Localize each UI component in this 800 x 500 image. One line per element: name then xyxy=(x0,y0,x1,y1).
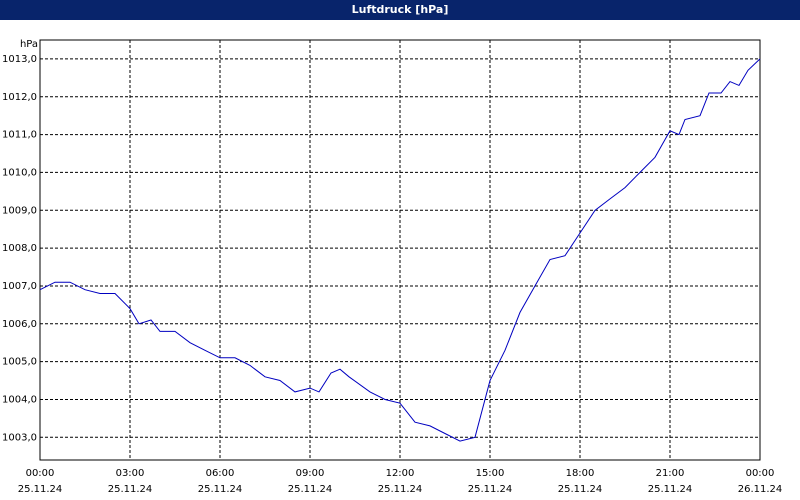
x-tick-date: 25.11.24 xyxy=(648,484,693,495)
x-tick-label: 03:00 xyxy=(116,468,145,479)
chart: hPa 1003,0 1004,0 1005,0 1006,0 1007,0 1008,0… xyxy=(2,39,783,495)
y-tick-label: 1011,0 xyxy=(2,130,37,141)
x-tick-date: 26.11.24 xyxy=(738,484,783,495)
y-tick-label: 1012,0 xyxy=(2,92,37,103)
x-tick-date: 25.11.24 xyxy=(18,484,63,495)
y-tick-label: 1013,0 xyxy=(2,54,37,65)
x-tick-date: 25.11.24 xyxy=(288,484,333,495)
y-tick-label: 1006,0 xyxy=(2,319,37,330)
y-tick-label: 1007,0 xyxy=(2,281,37,292)
x-tick-date: 25.11.24 xyxy=(108,484,153,495)
x-tick-label: 09:00 xyxy=(296,468,325,479)
x-tick-label: 00:00 xyxy=(746,468,775,479)
x-tick-label: 18:00 xyxy=(566,468,595,479)
x-tick-date: 25.11.24 xyxy=(468,484,513,495)
y-unit: hPa xyxy=(20,39,38,50)
x-tick-label: 15:00 xyxy=(476,468,505,479)
y-tick-label: 1009,0 xyxy=(2,205,37,216)
x-tick-date: 25.11.24 xyxy=(198,484,243,495)
x-tick-label: 21:00 xyxy=(656,468,685,479)
title-bar: Luftdruck [hPa] xyxy=(0,0,800,20)
x-tick-label: 06:00 xyxy=(206,468,235,479)
y-tick-label: 1010,0 xyxy=(2,167,37,178)
x-tick-label: 00:00 xyxy=(26,468,55,479)
y-tick-label: 1003,0 xyxy=(2,432,37,443)
x-tick-date: 25.11.24 xyxy=(378,484,423,495)
y-tick-label: 1004,0 xyxy=(2,394,37,405)
x-tick-date: 25.11.24 xyxy=(558,484,603,495)
data-line xyxy=(39,58,761,442)
y-tick-label: 1008,0 xyxy=(2,243,37,254)
y-tick-label: 1005,0 xyxy=(2,357,37,368)
x-tick-label: 12:00 xyxy=(386,468,415,479)
